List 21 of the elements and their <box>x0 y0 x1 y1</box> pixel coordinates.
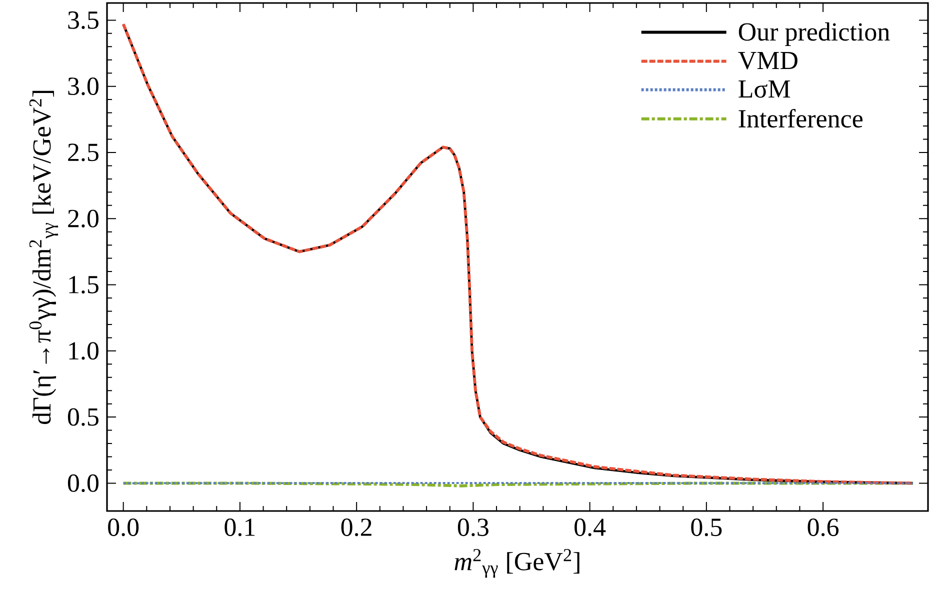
y-tick-label: 0.0 <box>68 474 98 492</box>
x-tick-label: 0.4 <box>574 518 606 536</box>
y-tick-label: 3.0 <box>68 77 98 96</box>
x-axis-title: m$^{2}$$_{γγ}$ [GeV$^{2}$] <box>454 549 580 578</box>
y-tick-label: 0.5 <box>68 408 98 426</box>
legend-label: Our prediction <box>738 22 890 46</box>
legend-label: VMD <box>738 52 798 70</box>
x-tick-label: 0.3 <box>458 518 488 536</box>
legend-label: Interference <box>738 109 862 128</box>
x-tick-label: 0.5 <box>691 518 722 536</box>
x-tick-label: 0.6 <box>808 518 839 536</box>
x-tick-label: 0.1 <box>224 518 255 536</box>
y-tick-label: 2.0 <box>68 210 98 228</box>
y-tick-label: 1.0 <box>69 342 98 360</box>
y-axis-title: dΓ(η′→π$^{0}$γγ)/dm$^{2}$$_{γγ}$ [keV/GeV$^{2}$] <box>29 90 58 424</box>
y-tick-label: 3.5 <box>68 11 98 29</box>
x-tick-label: 0.0 <box>108 518 139 536</box>
y-tick-label: 1.5 <box>69 276 98 294</box>
x-tick-label: 0.2 <box>341 518 372 536</box>
legend-label: LσM <box>738 80 790 98</box>
y-tick-label: 2.5 <box>68 144 98 162</box>
